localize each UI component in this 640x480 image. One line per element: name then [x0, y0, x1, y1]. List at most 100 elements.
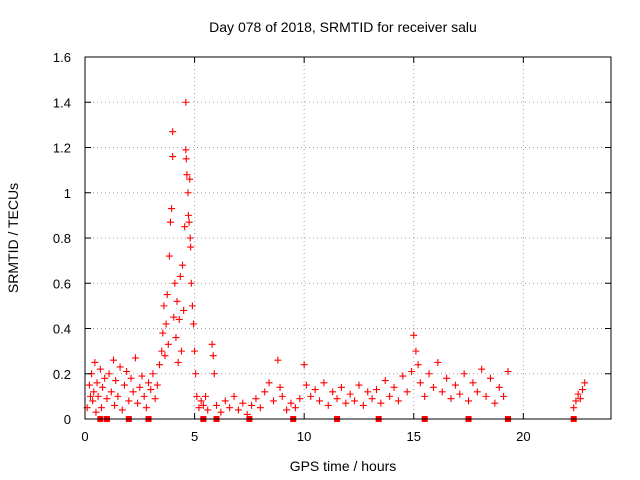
data-point: [107, 388, 115, 396]
data-point: [184, 189, 192, 197]
data-point: [116, 363, 124, 371]
data-point: [142, 404, 150, 412]
data-point: [256, 404, 264, 412]
data-point: [187, 243, 195, 251]
data-point: [486, 374, 494, 382]
data-point: [94, 392, 102, 400]
data-point: [248, 401, 256, 409]
data-point: [581, 379, 589, 387]
data-point: [182, 155, 190, 163]
data-point: [188, 302, 196, 310]
data-point: [261, 388, 269, 396]
data-point: [86, 392, 94, 400]
data-point: [172, 334, 180, 342]
data-point: [204, 406, 212, 414]
data-point: [311, 386, 319, 394]
data-point: [169, 153, 177, 161]
data-point: [164, 340, 172, 348]
data-point: [111, 401, 119, 409]
data-point: [447, 395, 455, 403]
data-point: [274, 356, 282, 364]
data-point: [114, 392, 122, 400]
data-point: [109, 356, 117, 364]
data-point: [129, 388, 137, 396]
data-point: [456, 390, 464, 398]
data-point: [504, 367, 512, 375]
data-point: [346, 390, 354, 398]
data-point: [465, 397, 473, 405]
data-point: [351, 397, 359, 405]
data-point: [421, 392, 429, 400]
data-point: [156, 361, 164, 369]
data-point: [85, 381, 93, 389]
data-point: [208, 340, 216, 348]
data-point: [460, 370, 468, 378]
data-point: [574, 390, 582, 398]
data-point: [159, 329, 167, 337]
data-point: [230, 392, 238, 400]
data-point: [187, 279, 195, 287]
data-point: [234, 406, 242, 414]
data-point: [182, 98, 190, 106]
data-point: [96, 365, 104, 373]
y-tick-label: 1.2: [53, 141, 71, 156]
data-point: [252, 395, 260, 403]
data-point: [162, 320, 170, 328]
data-point: [103, 395, 111, 403]
data-point: [372, 386, 380, 394]
data-point: [324, 401, 332, 409]
data-point: [168, 205, 176, 213]
x-axis-label: GPS time / hours: [290, 458, 397, 474]
data-point: [368, 395, 376, 403]
data-point: [316, 397, 324, 405]
data-point: [386, 392, 394, 400]
data-point: [438, 388, 446, 396]
data-point: [191, 347, 199, 355]
data-point: [151, 395, 159, 403]
y-tick-label: 0.4: [53, 322, 71, 337]
data-point: [195, 404, 203, 412]
data-point: [412, 347, 420, 355]
data-point: [184, 211, 192, 219]
y-tick-label: 0.8: [53, 231, 71, 246]
data-point: [193, 392, 201, 400]
data-point: [221, 397, 229, 405]
data-point: [482, 392, 490, 400]
x-axis: 0 5 10 15 20: [81, 57, 531, 444]
data-point: [269, 397, 277, 405]
data-point: [276, 383, 284, 391]
data-point: [434, 358, 442, 366]
data-point: [300, 361, 308, 369]
data-point: [265, 379, 273, 387]
data-point: [478, 365, 486, 373]
data-point: [174, 358, 182, 366]
data-point: [105, 370, 113, 378]
data-point: [101, 374, 109, 382]
data-point: [491, 399, 499, 407]
data-point: [179, 261, 187, 269]
data-point: [181, 223, 189, 231]
data-points: [83, 98, 589, 422]
y-axis: 0 0.2 0.4 0.6 0.8 1 1.2 1.4 1.6: [53, 50, 611, 427]
data-point: [170, 313, 178, 321]
data-point: [199, 401, 207, 409]
y-tick-label: 1.6: [53, 50, 71, 65]
data-point: [192, 370, 200, 378]
chart-title: Day 078 of 2018, SRMTID for receiver sal…: [209, 19, 477, 35]
data-point: [182, 146, 190, 154]
x-tick-label: 10: [297, 429, 311, 444]
data-point: [226, 404, 234, 412]
x-tick-label: 15: [407, 429, 421, 444]
data-point: [572, 397, 580, 405]
y-tick-label: 1: [64, 186, 71, 201]
data-point: [500, 392, 508, 400]
data-point: [377, 399, 385, 407]
data-point: [91, 358, 99, 366]
data-point: [210, 370, 218, 378]
data-point: [320, 379, 328, 387]
data-point: [342, 399, 350, 407]
data-point: [416, 379, 424, 387]
data-point: [92, 408, 100, 416]
data-point: [131, 354, 139, 362]
